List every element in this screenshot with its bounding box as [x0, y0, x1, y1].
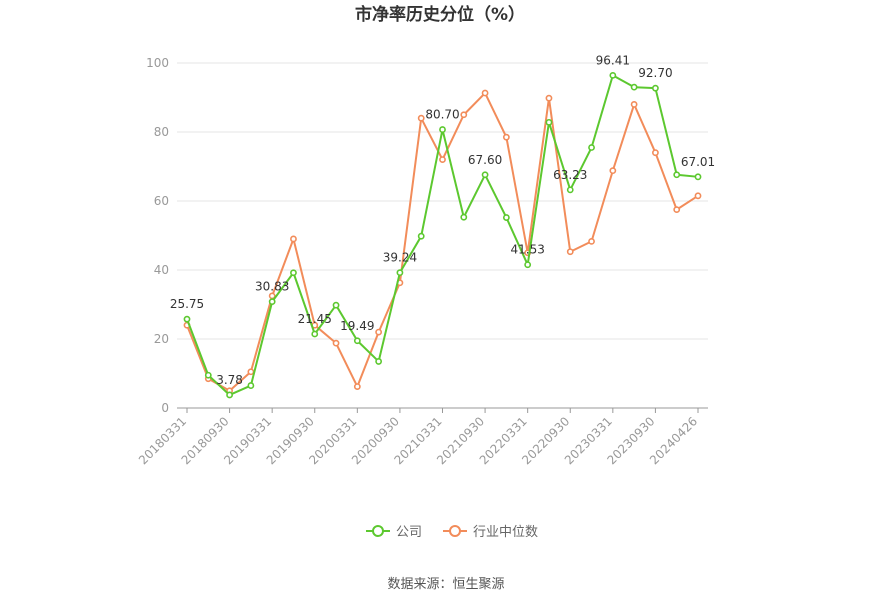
data-point [694, 192, 702, 200]
data-label: 41.53 [510, 243, 544, 257]
data-label: 19.49 [340, 319, 374, 333]
data-point [524, 261, 532, 269]
data-point [609, 167, 617, 175]
data-label: 3.78 [216, 373, 243, 387]
data-label: 39.24 [383, 251, 417, 265]
y-tick-label: 80 [154, 125, 169, 139]
data-point [375, 328, 383, 336]
data-point [481, 171, 489, 179]
legend-item-0[interactable]: 公司 [366, 525, 422, 540]
data-labels: 25.75 3.78 30.83 21.45 19.49 39.24 80.70 67.60 4… [170, 53, 715, 387]
data-point [652, 84, 659, 92]
data-label: 25.75 [170, 297, 204, 311]
data-point [630, 83, 638, 91]
data-point [396, 269, 404, 277]
data-point [290, 269, 297, 277]
data-point [694, 173, 702, 181]
data-point [417, 232, 425, 240]
legend[interactable]: 公司 行业中位数 [366, 525, 538, 540]
legend-label: 行业中位数 [473, 525, 538, 540]
data-point [566, 248, 574, 256]
legend-item-1[interactable]: 行业中位数 [443, 525, 538, 540]
series-lines [183, 71, 702, 399]
y-tick-label: 20 [154, 332, 169, 346]
data-label: 92.70 [638, 66, 672, 80]
chart-title: 市净率历史分位（%） [355, 4, 525, 25]
data-point [439, 126, 446, 133]
data-point [545, 94, 553, 102]
data-point [673, 171, 681, 179]
y-tick-label: 60 [154, 194, 169, 208]
y-tick-label: 100 [146, 56, 169, 70]
data-point [545, 118, 553, 126]
data-point [652, 149, 659, 157]
data-label: 80.70 [425, 108, 459, 122]
data-point [460, 213, 468, 221]
gridlines [177, 62, 708, 340]
data-label: 21.45 [298, 312, 332, 326]
data-label: 67.01 [681, 155, 715, 169]
data-point [502, 214, 510, 221]
data-point [439, 156, 446, 163]
data-label: 96.41 [596, 53, 630, 67]
data-point [417, 114, 425, 122]
data-point [481, 89, 489, 97]
data-label: 63.23 [553, 168, 587, 182]
legend-label: 公司 [396, 525, 422, 540]
data-point [353, 383, 361, 391]
data-label: 67.60 [468, 153, 502, 167]
data-point [375, 358, 383, 365]
data-point [247, 368, 255, 376]
source-note: 数据来源：恒生聚源 [387, 577, 504, 592]
data-point [673, 206, 681, 214]
legend-swatch-marker [372, 525, 384, 537]
data-point [353, 337, 361, 345]
data-point [460, 111, 468, 119]
data-point [588, 144, 595, 151]
data-point [268, 298, 276, 306]
data-point [226, 391, 233, 399]
y-tick-label: 0 [161, 401, 169, 415]
data-point [290, 235, 297, 243]
series-line-0 [186, 74, 699, 396]
legend-swatch-marker [449, 525, 461, 537]
data-label: 30.83 [255, 280, 289, 294]
data-point [247, 382, 255, 389]
data-point [630, 101, 638, 108]
data-point [609, 71, 617, 79]
data-point [566, 186, 574, 194]
series-line-1 [186, 92, 699, 392]
data-point [332, 339, 340, 347]
data-point [588, 237, 595, 245]
data-point [204, 371, 212, 379]
y-tick-label: 40 [154, 263, 169, 277]
data-point [183, 315, 191, 323]
data-point [311, 330, 319, 338]
data-point [332, 301, 340, 309]
data-point [502, 133, 510, 141]
